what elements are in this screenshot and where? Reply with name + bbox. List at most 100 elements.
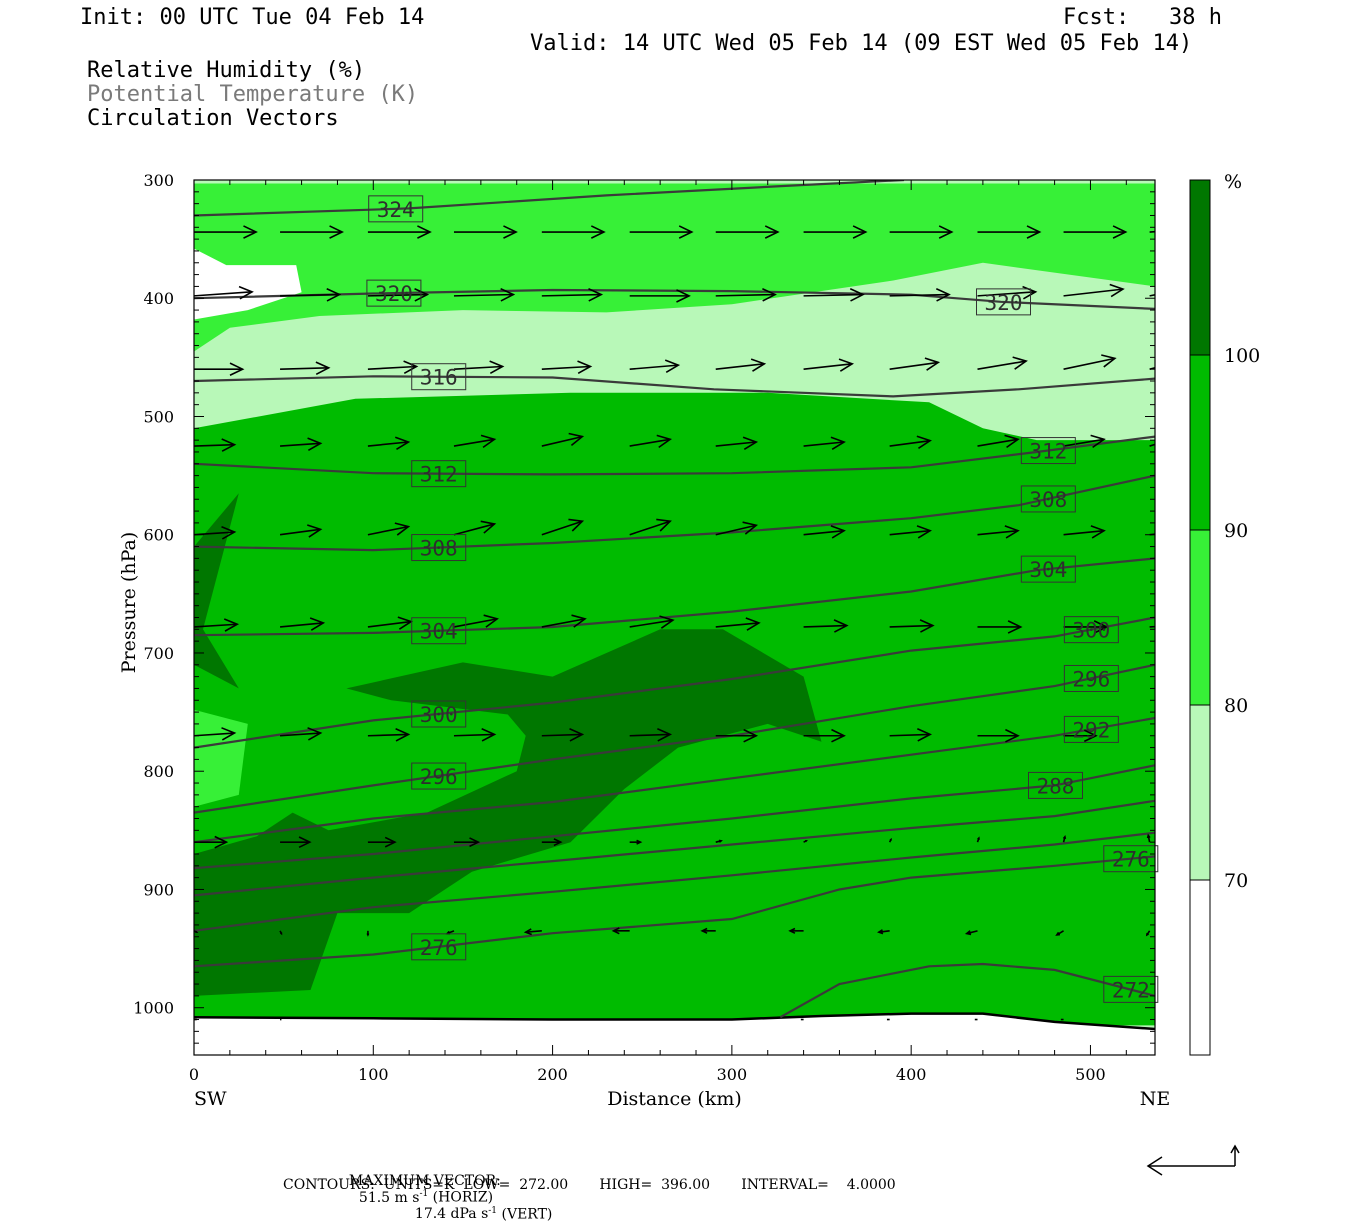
y-axis-label: Pressure (hPa) [118, 532, 140, 674]
vector-head [395, 727, 411, 742]
vector-head [221, 727, 237, 741]
vector-shaft [715, 293, 776, 297]
y-tick-label: 800 [143, 762, 174, 781]
vector-head [656, 434, 672, 449]
vector-shaft [1149, 625, 1155, 628]
theta-contour-288 [194, 764, 1155, 870]
contour-info: CONTOURS: UNITS=K LOW= 272.00 HIGH= 396.… [283, 1177, 896, 1193]
circulation-vector [453, 434, 497, 449]
vector-shaft [977, 360, 1027, 370]
vector-shaft [280, 367, 329, 370]
vector-shaft [367, 441, 409, 447]
vector-shaft [367, 733, 409, 737]
vector-head [788, 927, 796, 934]
vector-head [417, 225, 432, 239]
circulation-vector [715, 287, 777, 302]
circulation-vector [453, 360, 505, 374]
circulation-vector [877, 929, 890, 935]
vector-head [1007, 620, 1023, 634]
x-tick-label: 500 [1075, 1065, 1106, 1084]
circulation-vector [1062, 834, 1067, 843]
vector-head [924, 357, 941, 371]
vector-head [221, 526, 237, 540]
circulation-vector [367, 287, 430, 302]
vector-head [742, 436, 759, 450]
reference-vector [1146, 1144, 1240, 1176]
circulation-vector [803, 225, 868, 239]
circulation-vector [194, 285, 254, 300]
vector-head [214, 835, 229, 849]
circulation-vector [453, 727, 497, 742]
x-tick-label: 400 [896, 1065, 927, 1084]
theta-label-box-1 [366, 279, 422, 307]
vector-shaft [629, 619, 674, 628]
x-axis-label: Distance (km) [607, 1088, 742, 1110]
circulation-vector [715, 225, 780, 239]
circulation-vector [1063, 525, 1106, 539]
vector-head [298, 836, 312, 849]
colorbar-segment-4 [1190, 880, 1210, 1055]
circulation-vector [629, 727, 673, 742]
vector-shaft [453, 438, 495, 447]
circulation-vector [889, 225, 954, 239]
circulation-vector [1055, 930, 1064, 936]
theta-label-box-5 [1020, 437, 1076, 465]
horiz-unit-exponent: -1 [419, 1189, 429, 1199]
circulation-vector [803, 728, 846, 743]
vector-head [611, 927, 620, 935]
circulation-vector [715, 436, 759, 450]
colorbar-segment-1 [1190, 355, 1210, 530]
vector-shaft [280, 442, 321, 447]
circulation-vector [977, 285, 1038, 300]
vector-shaft [889, 293, 950, 297]
field-rh-title: Relative Humidity (%) [87, 58, 366, 83]
circulation-vector [977, 525, 1020, 539]
vector-shaft [367, 620, 412, 628]
vector-head [700, 927, 708, 934]
vector-head [750, 358, 767, 372]
vector-shaft [367, 365, 417, 370]
vector-shaft [715, 524, 757, 536]
theta-contour-280 [194, 831, 1155, 932]
vector-head [1055, 931, 1061, 936]
circulation-vector [964, 930, 978, 936]
vector-head [1090, 525, 1106, 539]
init-time: Init: 00 UTC Tue 04 Feb 14 [80, 5, 425, 30]
circulation-vector [803, 358, 855, 372]
vector-head [977, 836, 980, 840]
theta-label-308: 308 [420, 537, 458, 561]
vector-head [1012, 356, 1028, 370]
vector-head [489, 360, 505, 374]
vector-head [238, 285, 254, 300]
vector-shaft [803, 293, 864, 297]
vector-head [469, 837, 481, 848]
vector-shaft [889, 624, 933, 628]
theta-contour-272 [779, 962, 1155, 1019]
circulation-vector [366, 930, 370, 937]
circulation-vector [453, 287, 516, 302]
vector-head [1004, 525, 1020, 539]
circulation-vector [367, 616, 413, 630]
vector-head [1145, 932, 1150, 937]
theta-label-box-8 [411, 617, 467, 645]
circulation-vector [629, 615, 675, 629]
circulation-vector [889, 727, 932, 742]
circulation-vector [194, 835, 229, 849]
theta-label-box-4 [411, 460, 467, 488]
vector-shaft [525, 930, 542, 933]
circulation-vector [367, 436, 411, 450]
circulation-vector [541, 287, 604, 302]
circulation-vector [280, 225, 344, 239]
vector-shaft [1063, 357, 1116, 370]
vector-head [656, 518, 672, 532]
circulation-vector [629, 289, 691, 303]
theta-label-box-3 [411, 363, 467, 391]
y-tick-label: 700 [143, 644, 174, 663]
circulation-vector [888, 837, 892, 843]
vector-shaft [279, 622, 324, 628]
vector-head [1004, 434, 1020, 449]
theta-label-box-9 [1020, 555, 1076, 583]
circulation-vector [194, 225, 258, 239]
vector-head [229, 362, 245, 376]
circulation-vector [280, 361, 331, 375]
